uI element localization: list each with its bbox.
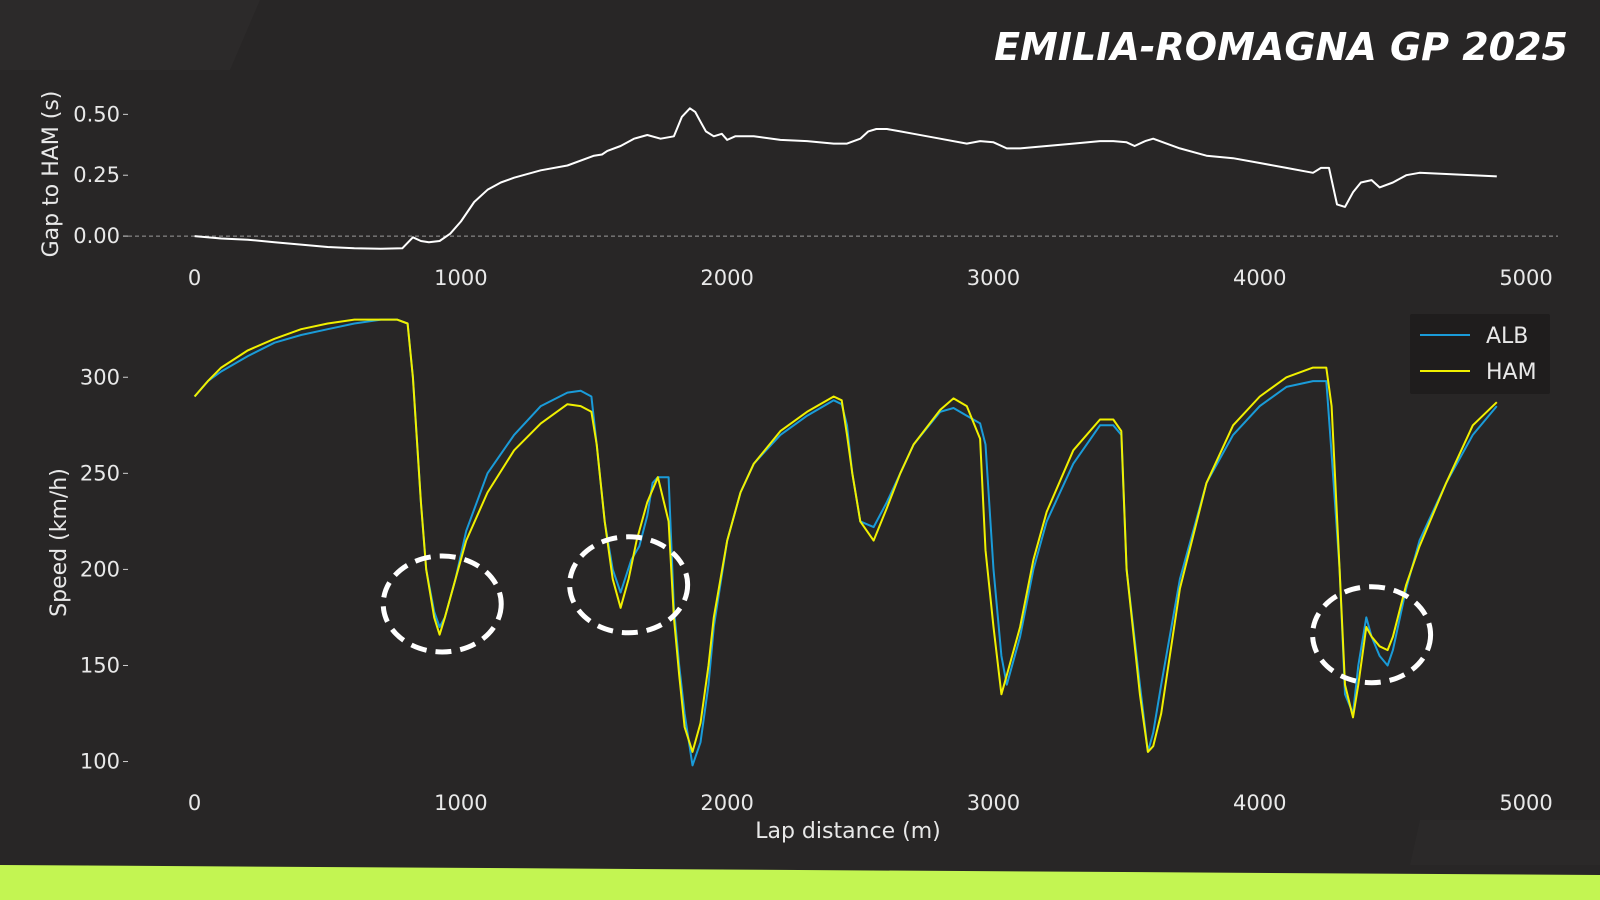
x-tick-label: 3000 — [967, 791, 1020, 815]
highlight-circle — [1310, 584, 1434, 686]
bottom-band — [0, 865, 1600, 900]
x-tick-label: 0 — [188, 266, 201, 290]
x-tick-label: 5000 — [1499, 791, 1552, 815]
gap-chart: 0.00 0.25 0.50 0 1000 2000 3000 4000 5000 Gap to … — [39, 91, 1558, 290]
x-tick-label: 0 — [188, 791, 201, 815]
y-tick-label: 150 — [80, 653, 120, 677]
legend-label-alb: ALB — [1486, 324, 1528, 349]
x-tick-label: 2000 — [700, 791, 753, 815]
x-tick-label: 4000 — [1233, 791, 1286, 815]
y-tick-label: 0.50 — [73, 102, 120, 126]
series-line-ham — [193, 318, 1498, 753]
series-line-gap — [194, 107, 1497, 250]
background-panel — [0, 0, 260, 70]
legend: ALB HAM — [1410, 314, 1550, 394]
highlight-circle — [380, 553, 504, 655]
y-axis-label: Speed (km/h) — [47, 468, 72, 617]
y-tick-label: 250 — [80, 461, 120, 485]
highlight-circle — [567, 534, 691, 636]
page-title: EMILIA-ROMAGNA GP 2025 — [994, 25, 1568, 69]
y-tick-label: 0.00 — [73, 224, 120, 248]
x-axis-label: Lap distance (m) — [755, 819, 941, 844]
y-tick-label: 200 — [80, 557, 120, 581]
x-tick-label: 2000 — [700, 266, 753, 290]
legend-label-ham: HAM — [1486, 360, 1537, 385]
annotation-circles — [380, 534, 1434, 686]
x-tick-label: 1000 — [434, 266, 487, 290]
background-panel — [1410, 820, 1600, 865]
x-tick-label: 1000 — [434, 791, 487, 815]
x-tick-label: 4000 — [1233, 266, 1286, 290]
y-tick-label: 300 — [80, 365, 120, 389]
x-tick-label: 5000 — [1499, 266, 1552, 290]
x-tick-label: 3000 — [967, 266, 1020, 290]
y-tick-label: 100 — [80, 750, 120, 774]
y-tick-label: 0.25 — [73, 163, 120, 187]
y-axis-label: Gap to HAM (s) — [39, 91, 64, 258]
